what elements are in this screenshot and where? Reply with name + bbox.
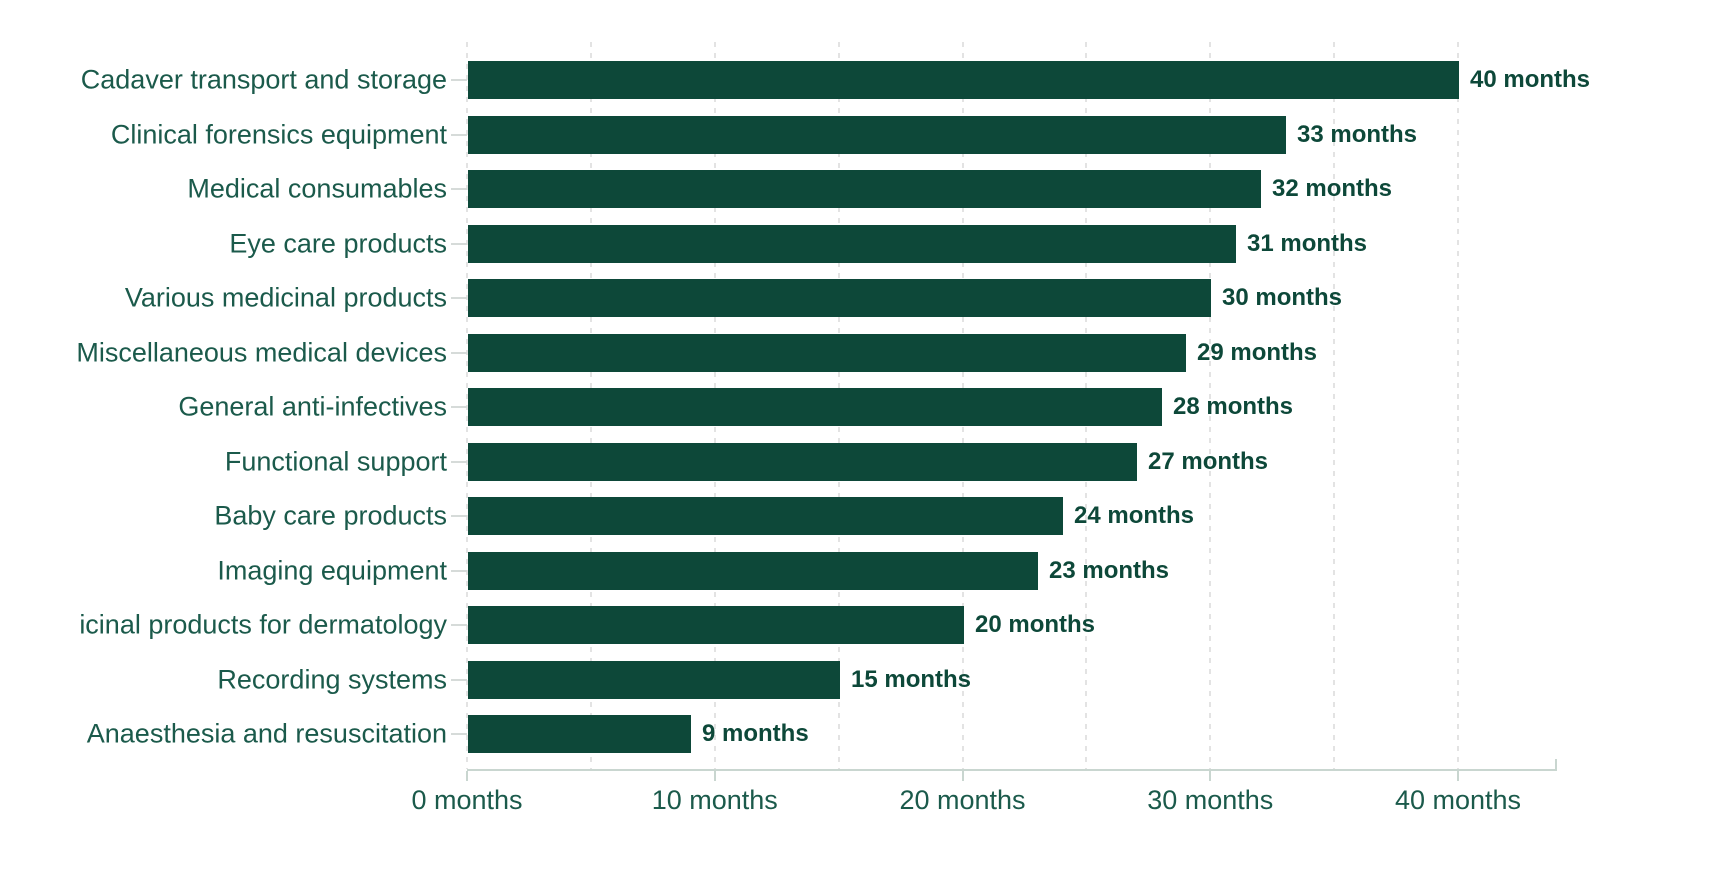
x-axis-tick-label: 30 months [1147,785,1274,815]
category-label: Recording systems [217,664,447,694]
bar [468,115,1286,154]
x-axis-tick [961,771,964,781]
value-label: 28 months [1173,393,1294,420]
bar [468,170,1261,208]
x-axis-tick [1209,771,1212,781]
minor-gridline [1457,42,1459,769]
category-label: Anaesthesia and resuscitation [86,718,447,749]
x-axis-tick-label: 10 months [651,785,778,815]
bar [468,606,964,644]
category-label: Various medicinal products [124,282,447,313]
x-axis-tick [713,771,716,781]
category-label: Clinical forensics equipment [110,119,447,149]
minor-gridline [466,42,468,769]
category-tick [451,297,467,299]
category-tick [451,624,467,626]
category-tick [451,242,467,245]
bar [468,660,840,699]
bar [468,333,1186,372]
category-tick [451,406,467,408]
value-label: 20 months [975,611,1096,638]
category-label: Miscellaneous medical devices [76,337,447,367]
x-axis-tick-label: 40 months [1394,785,1522,815]
category-tick [451,460,467,463]
value-label: 9 months [702,720,809,747]
value-label: 23 months [1049,556,1170,584]
x-axis-tick-label: 0 months [411,785,523,815]
category-label: icinal products for dermatology [79,609,447,640]
minor-gridline [1333,42,1336,769]
bar [468,388,1162,426]
category-label: Baby care products [214,500,447,531]
category-tick [451,351,467,354]
category-tick [451,569,467,572]
x-axis-end-tick [1555,759,1557,769]
category-label: Medical consumables [187,173,447,204]
category-tick [451,733,467,735]
category-label: Imaging equipment [217,555,447,585]
value-label: 33 months [1297,120,1418,148]
bar [468,442,1137,481]
x-axis-line [467,769,1557,771]
value-label: 31 months [1247,229,1368,257]
x-axis-tick-label: 20 months [899,785,1026,815]
category-tick [451,188,467,190]
minor-gridline [1209,42,1212,769]
bar [468,497,1063,535]
x-axis-tick [1457,771,1459,781]
bar [468,224,1236,263]
category-tick [451,515,467,517]
bar [468,279,1211,317]
category-tick [451,79,467,81]
value-label: 24 months [1074,502,1195,529]
value-label: 15 months [851,665,972,693]
bar [468,61,1459,99]
value-label: 29 months [1197,338,1318,366]
value-label: 40 months [1470,66,1591,93]
category-label: General anti-infectives [178,391,447,422]
x-axis-tick [466,771,468,781]
bar [468,715,691,753]
category-label: Cadaver transport and storage [80,64,447,95]
value-label: 30 months [1222,284,1343,311]
bar [468,551,1038,590]
category-tick [451,133,467,136]
value-label: 32 months [1272,175,1393,202]
category-label: Functional support [224,446,447,476]
category-label: Eye care products [229,228,447,258]
category-tick [451,678,467,681]
value-label: 27 months [1148,447,1269,475]
